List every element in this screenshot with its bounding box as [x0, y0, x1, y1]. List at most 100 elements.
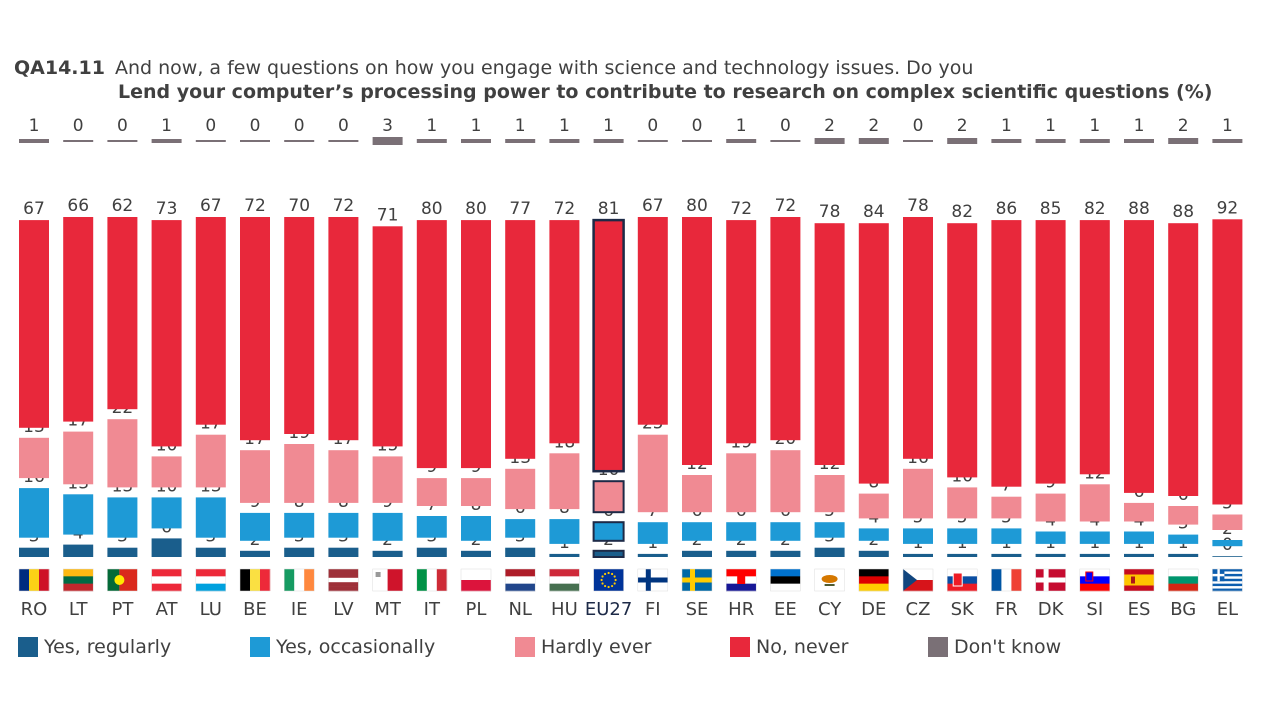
flag-border-ee	[770, 568, 801, 592]
bar-no-never-pl	[461, 220, 491, 469]
bar-dont-know-cz	[903, 140, 933, 142]
bar-no-never-fi	[637, 217, 668, 425]
label-dont-know-es: 1	[1134, 116, 1145, 136]
legend-label-dont-know: Don't know	[954, 636, 1062, 658]
flag-ee-part	[770, 576, 801, 584]
bar-yes-occasionally-nl	[505, 519, 536, 538]
label-no-never-eu27: 81	[598, 199, 620, 219]
flag-border-bg	[1167, 568, 1199, 592]
bar-yes-regularly-fr	[991, 553, 1022, 557]
bar-no-never-dk	[1035, 220, 1066, 484]
bar-dont-know-it	[416, 139, 447, 143]
flag-hr-part	[726, 583, 757, 592]
bar-dont-know-sk	[947, 138, 978, 144]
tick-label-hr: HR	[728, 599, 754, 620]
label-no-never-it: 80	[421, 199, 443, 219]
bar-hardly-ever-sk	[947, 487, 978, 519]
bar-dont-know-fi	[637, 140, 668, 142]
flag-eu27-part	[601, 575, 604, 578]
label-no-never-fr: 86	[996, 199, 1018, 219]
bar-yes-regularly-mt	[372, 550, 403, 557]
flag-cz-part	[903, 580, 933, 592]
flag-nl-part	[505, 569, 536, 577]
flag-lu-part	[195, 569, 226, 577]
flag-el-part	[1212, 581, 1243, 584]
legend-label-no-never: No, never	[756, 636, 849, 658]
label-dont-know-ee: 0	[780, 116, 791, 136]
bar-hardly-ever-lv	[328, 450, 359, 503]
flag-si-part	[1085, 571, 1094, 582]
stacked-bar-chart: 31613671RO41317660LT31322620PT61010731AT…	[18, 116, 1243, 620]
bar-yes-occasionally-fr	[991, 528, 1022, 544]
bar-hardly-ever-si	[1079, 484, 1110, 522]
flag-border-ie	[283, 568, 315, 592]
bar-yes-occasionally-lu	[195, 497, 226, 538]
bar-no-never-es	[1124, 220, 1154, 493]
bar-hardly-ever-nl	[505, 468, 536, 510]
bar-yes-regularly-cz	[903, 553, 933, 557]
flag-nl-part	[505, 576, 536, 584]
bar-dont-know-fr	[991, 139, 1022, 143]
flag-border-pt	[107, 568, 138, 592]
bar-yes-regularly-bg	[1168, 553, 1199, 557]
bar-hardly-ever-pt	[107, 419, 138, 488]
label-no-never-si: 82	[1084, 199, 1106, 219]
flag-border-hr	[725, 568, 757, 592]
label-no-never-lv: 72	[333, 196, 355, 216]
bar-dont-know-mt	[372, 137, 403, 145]
bar-dont-know-se	[682, 140, 712, 142]
chart-title-block: QA14.11 And now, a few questions on how y…	[14, 56, 1264, 104]
bar-yes-regularly-it	[416, 547, 447, 557]
label-no-never-ro: 67	[23, 199, 45, 219]
bar-no-never-si	[1079, 220, 1110, 475]
flag-fi-part	[637, 577, 668, 583]
flag-sk-part	[952, 572, 963, 587]
flag-it-part	[436, 569, 448, 591]
legend-item-yes-occasionally: Yes, occasionally	[250, 636, 435, 658]
flag-si-part	[1079, 576, 1110, 584]
label-dont-know-lu: 0	[205, 116, 216, 136]
bar-yes-regularly-sk	[947, 553, 978, 557]
flag-border-sk	[946, 568, 978, 592]
bar-no-never-nl	[505, 220, 536, 459]
bar-no-never-it	[416, 220, 447, 469]
bar-no-never-cy	[814, 223, 845, 465]
flag-eu27-part	[607, 571, 610, 575]
bar-yes-regularly-eu27	[592, 549, 625, 558]
flag-border-ro	[18, 568, 50, 592]
label-dont-know-at: 1	[161, 116, 172, 136]
bar-yes-regularly-be	[240, 550, 270, 557]
tick-label-fr: FR	[995, 599, 1018, 620]
bar-no-never-ro	[19, 220, 49, 428]
bar-yes-occasionally-hr	[726, 522, 757, 541]
bar-no-never-sk	[947, 223, 978, 478]
flag-eu27-part	[604, 584, 607, 588]
bar-hardly-ever-ie	[284, 444, 315, 503]
bar-yes-regularly-pl	[461, 550, 491, 557]
tick-label-at: AT	[156, 599, 179, 620]
tick-label-bg: BG	[1170, 599, 1196, 620]
bar-yes-occasionally-fi	[637, 522, 668, 544]
label-dont-know-sk: 2	[957, 116, 968, 136]
flag-lu-part	[195, 576, 226, 584]
flag-border-lt	[62, 568, 94, 592]
bar-dont-know-eu27	[593, 139, 624, 143]
bar-no-never-eu27	[592, 218, 625, 473]
label-no-never-mt: 71	[377, 205, 399, 225]
tick-label-si: SI	[1086, 599, 1103, 620]
flag-border-cz	[902, 568, 934, 592]
label-dont-know-cy: 2	[824, 116, 835, 136]
flag-border-dk	[1035, 568, 1066, 592]
bar-yes-regularly-ie	[284, 547, 315, 557]
flag-at-part	[151, 569, 182, 577]
bar-yes-occasionally-ro	[19, 488, 49, 538]
chart-title-line: QA14.11 And now, a few questions on how y…	[14, 56, 1264, 80]
bar-no-never-de	[858, 223, 889, 484]
bar-dont-know-si	[1079, 139, 1110, 143]
legend-swatch-yes-regularly	[18, 637, 38, 657]
label-dont-know-hu: 1	[559, 116, 570, 136]
tick-label-nl: NL	[508, 599, 532, 620]
flag-hu-part	[549, 583, 580, 592]
bar-no-never-se	[682, 217, 712, 465]
bar-no-never-ee	[770, 217, 801, 441]
